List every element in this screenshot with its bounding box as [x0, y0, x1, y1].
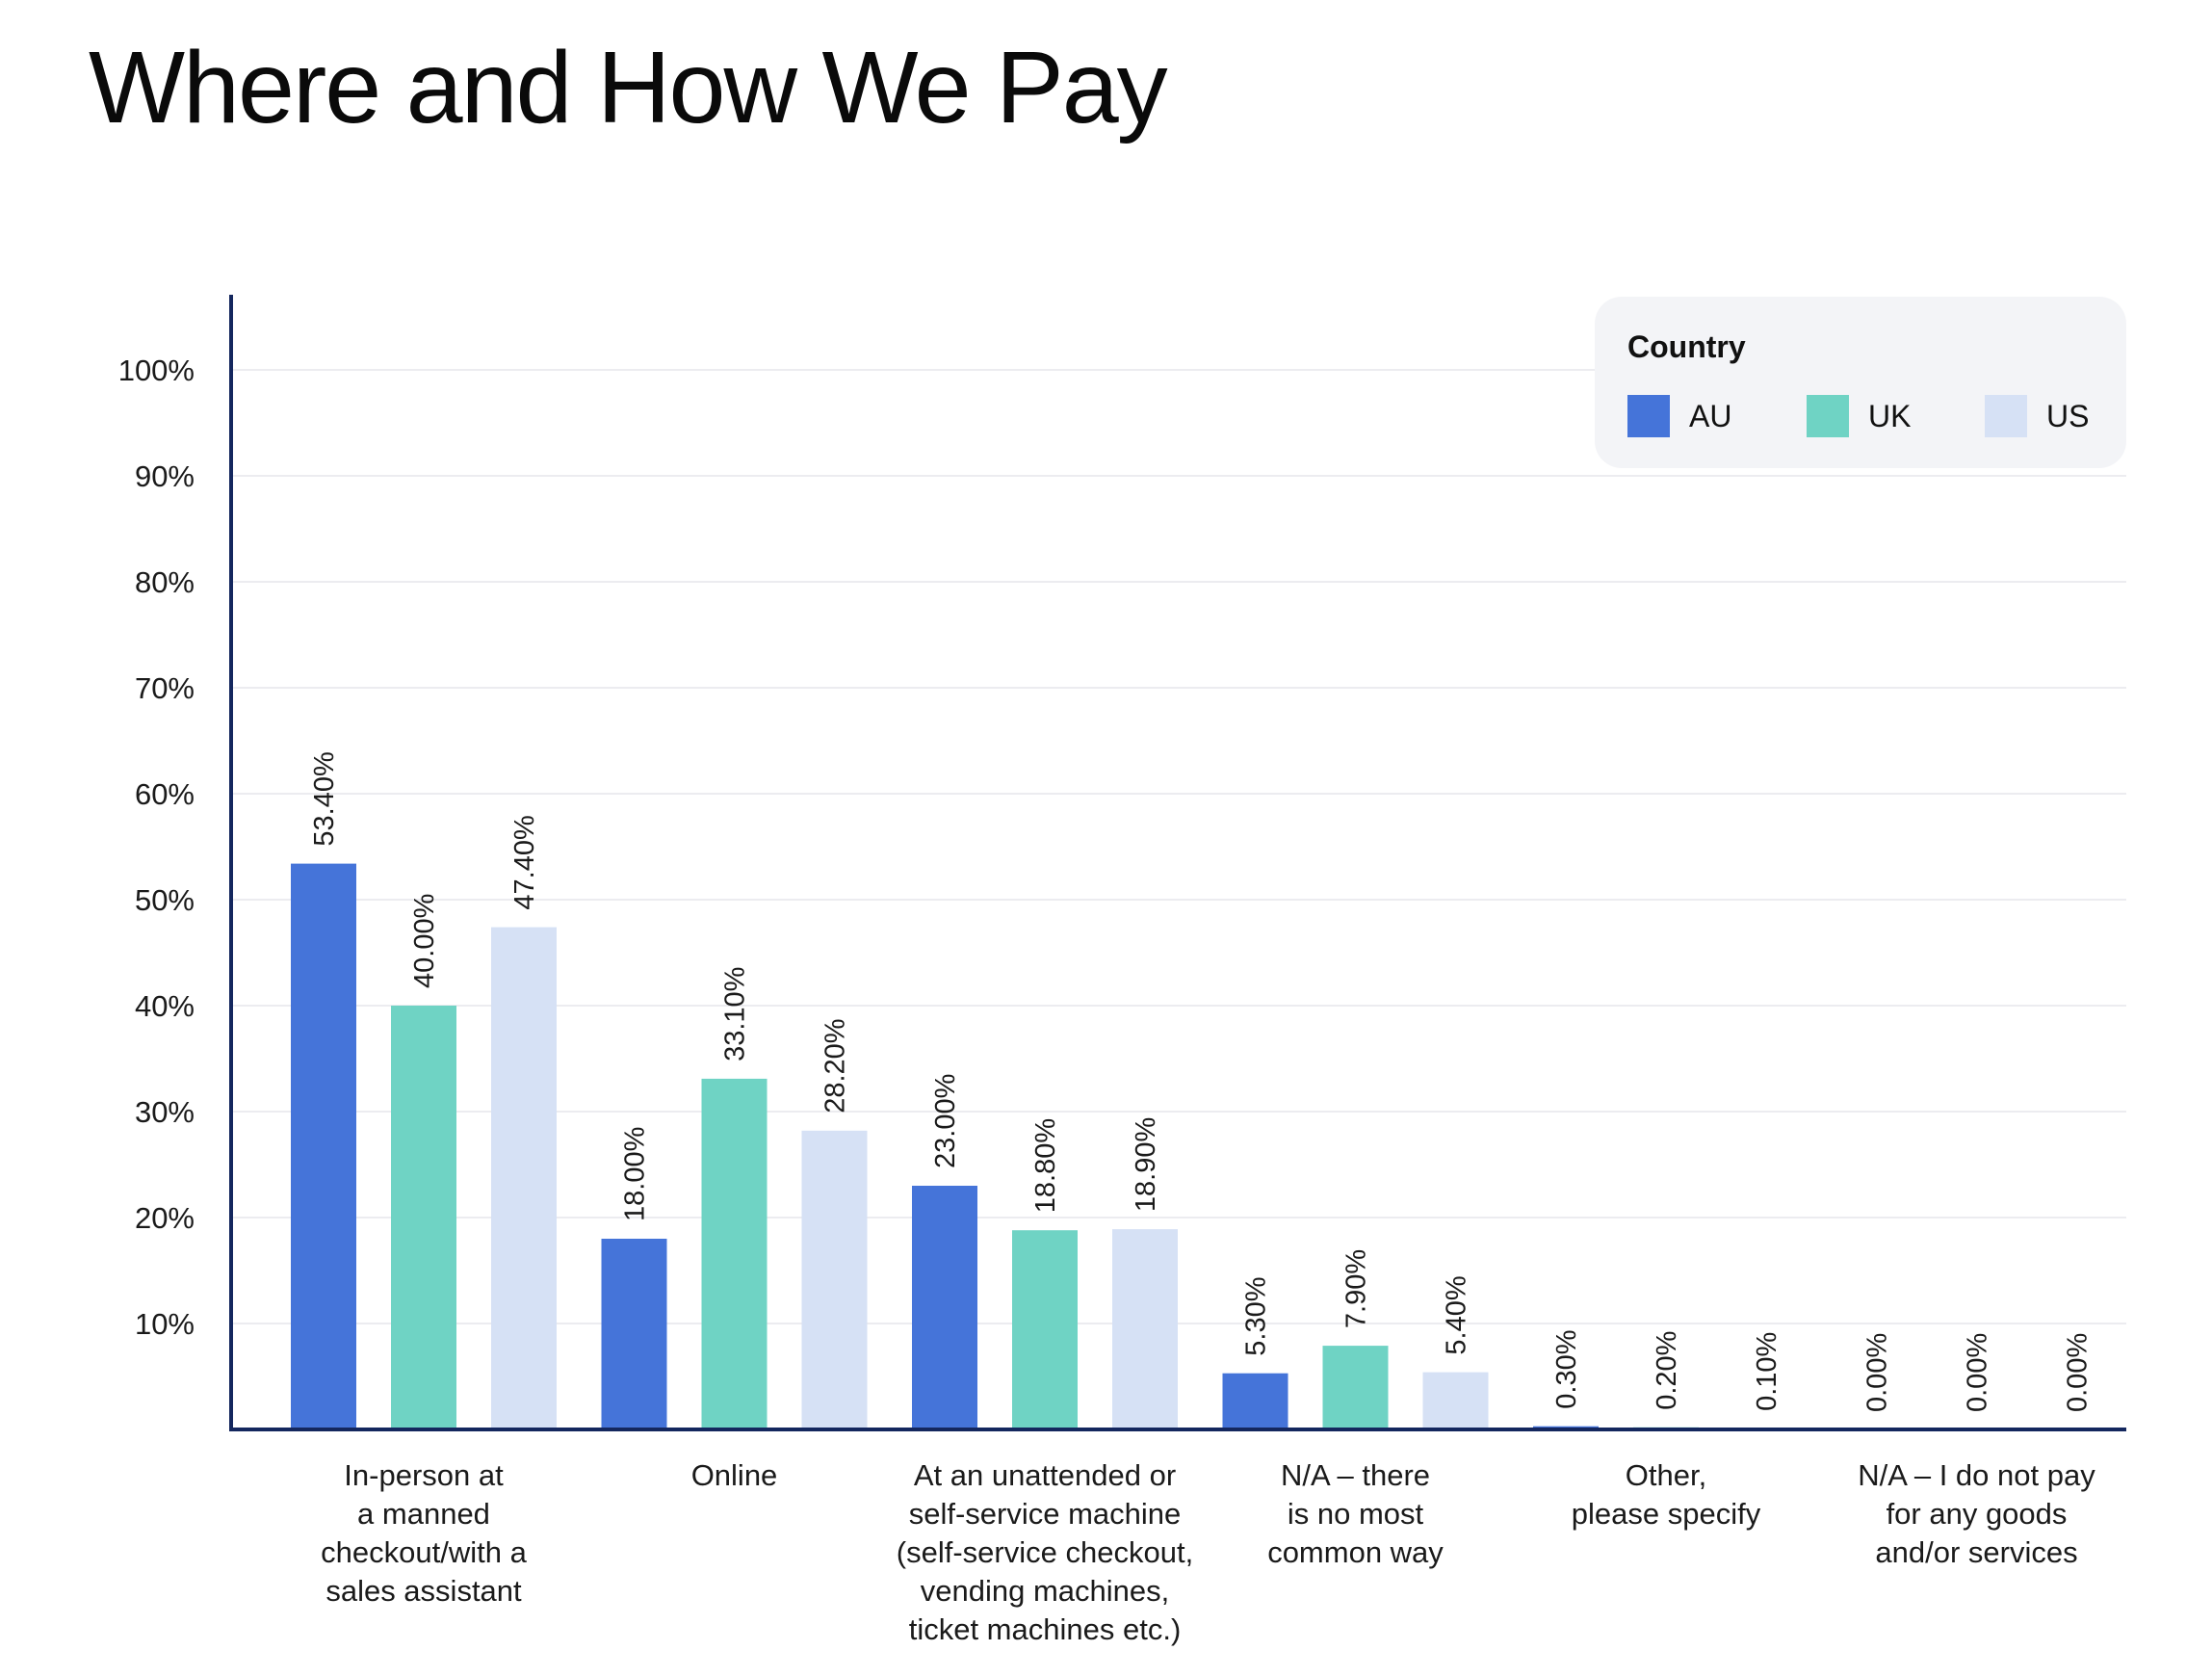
data-label: 5.40%	[1442, 1275, 1472, 1354]
y-tick-label: 100%	[118, 354, 195, 387]
legend-label-uk: UK	[1868, 398, 1912, 433]
category-label: Online	[690, 1458, 778, 1492]
y-tick-label: 60%	[135, 777, 195, 811]
category-label: Other, please specify	[1571, 1458, 1761, 1531]
data-label: 23.00%	[930, 1074, 961, 1168]
chart-title: Where and How We Pay	[89, 31, 1168, 144]
bar-uk	[1322, 1346, 1389, 1429]
data-label: 0.00%	[2063, 1333, 2094, 1412]
legend-swatch-au	[1627, 395, 1670, 437]
data-label: 33.10%	[720, 967, 751, 1061]
legend: Country AU UK US	[1595, 297, 2126, 468]
data-label: 7.90%	[1341, 1249, 1372, 1328]
y-tick-label: 90%	[135, 459, 195, 493]
data-label: 53.40%	[309, 751, 340, 846]
legend-swatch-uk	[1807, 395, 1849, 437]
category-label: At an unattended or self-service machine…	[896, 1458, 1194, 1646]
legend-label-au: AU	[1689, 398, 1732, 433]
y-tick-label: 30%	[135, 1095, 195, 1129]
legend-item-us[interactable]: US	[1985, 395, 2089, 437]
legend-item-uk[interactable]: UK	[1807, 395, 1911, 437]
data-label: 0.00%	[1963, 1333, 1993, 1412]
data-label: 0.30%	[1551, 1329, 1582, 1408]
category-label: N/A – there is no most common way	[1267, 1458, 1444, 1569]
legend-title: Country	[1627, 329, 1746, 364]
y-tick-label: 10%	[135, 1307, 195, 1341]
bar-uk	[701, 1078, 768, 1429]
data-label: 18.80%	[1030, 1118, 1061, 1213]
y-tick-label: 40%	[135, 989, 195, 1023]
y-tick-label: 50%	[135, 883, 195, 917]
bar-us	[801, 1130, 868, 1429]
category-label: N/A – I do not pay for any goods and/or …	[1858, 1458, 2095, 1569]
data-label: 18.00%	[620, 1127, 651, 1221]
legend-item-au[interactable]: AU	[1627, 395, 1731, 437]
data-label: 0.20%	[1652, 1331, 1682, 1410]
y-tick-label: 70%	[135, 671, 195, 705]
data-label: 5.30%	[1241, 1276, 1272, 1355]
bar-uk	[1012, 1230, 1078, 1429]
data-label: 18.90%	[1131, 1117, 1161, 1212]
bar-uk	[391, 1006, 456, 1429]
bar-au	[601, 1239, 667, 1429]
legend-swatch-us	[1985, 395, 2027, 437]
data-label: 28.20%	[820, 1018, 851, 1113]
y-tick-label: 80%	[135, 565, 195, 599]
bar-us	[491, 927, 557, 1429]
data-label: 0.00%	[1862, 1333, 1893, 1412]
category-label: In-person at a manned checkout/with a sa…	[321, 1458, 527, 1608]
legend-label-us: US	[2046, 398, 2090, 433]
data-label: 40.00%	[409, 894, 440, 988]
data-label: 0.10%	[1752, 1332, 1783, 1411]
data-label: 47.40%	[509, 815, 540, 909]
bar-au	[1222, 1373, 1288, 1429]
bar-au	[291, 863, 356, 1429]
bar-au	[912, 1186, 977, 1429]
bar-us	[1422, 1372, 1489, 1429]
y-tick-label: 20%	[135, 1201, 195, 1235]
bar-us	[1112, 1229, 1178, 1429]
